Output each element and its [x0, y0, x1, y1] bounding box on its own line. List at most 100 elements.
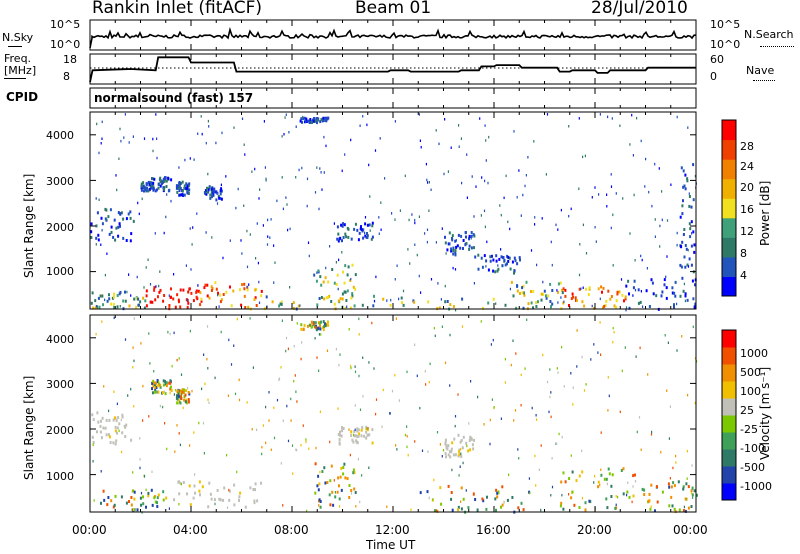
data-cell	[178, 193, 181, 197]
data-cell	[384, 177, 386, 180]
data-cell	[233, 126, 235, 129]
data-cell	[273, 281, 275, 284]
data-cell	[300, 357, 302, 361]
data-cell	[572, 386, 574, 389]
data-cell	[508, 473, 510, 476]
data-cell	[99, 424, 102, 428]
data-cell	[450, 491, 453, 494]
data-cell	[262, 224, 264, 227]
data-cell	[693, 305, 696, 309]
data-cell	[100, 216, 103, 220]
data-cell	[490, 343, 492, 346]
data-cell	[605, 497, 608, 501]
data-cell	[206, 325, 209, 328]
data-cell	[505, 174, 507, 178]
data-cell	[451, 237, 453, 240]
data-cell	[428, 380, 430, 384]
data-cell	[559, 281, 562, 285]
data-cell	[295, 390, 297, 393]
data-cell	[129, 239, 132, 243]
data-cell	[677, 480, 680, 484]
data-cell	[260, 289, 263, 293]
power-cbar-tick-16: 16	[740, 203, 754, 216]
data-cell	[300, 327, 303, 331]
data-cell	[534, 216, 536, 219]
data-cell	[317, 269, 320, 273]
cpid-value: normalsound (fast) 157	[94, 91, 254, 105]
data-cell	[379, 137, 381, 140]
data-cell	[118, 292, 121, 296]
data-cell	[600, 285, 603, 289]
data-cell	[430, 278, 433, 281]
power-colorbar	[721, 119, 737, 297]
data-cell	[263, 120, 265, 123]
data-cell	[101, 137, 103, 140]
data-cell	[222, 498, 224, 502]
data-cell	[401, 301, 403, 305]
data-cell	[685, 482, 688, 486]
data-cell	[590, 358, 592, 361]
data-cell	[127, 212, 130, 216]
data-cell	[527, 302, 530, 306]
data-cell	[470, 237, 472, 240]
data-cell	[142, 181, 145, 185]
data-cell	[270, 218, 272, 221]
data-cell	[156, 156, 158, 160]
data-cell	[165, 185, 168, 188]
data-cell	[274, 261, 276, 264]
data-cell	[692, 496, 694, 499]
data-cell	[477, 395, 479, 399]
data-cell	[136, 275, 138, 279]
data-cell	[683, 505, 685, 509]
data-cell	[483, 209, 486, 213]
data-cell	[198, 480, 201, 484]
colorbar-swatch	[722, 120, 736, 141]
data-cell	[687, 248, 689, 252]
data-cell	[194, 491, 197, 495]
data-cell	[484, 179, 486, 183]
data-cell	[95, 236, 98, 240]
data-cell	[500, 255, 503, 259]
data-cell	[195, 295, 198, 299]
data-cell	[683, 282, 685, 286]
data-cell	[221, 131, 223, 135]
data-cell	[124, 338, 127, 341]
data-cell	[246, 229, 248, 233]
data-cell	[605, 477, 608, 481]
data-cell	[114, 429, 117, 433]
data-cell	[354, 428, 356, 432]
data-cell	[451, 508, 454, 512]
data-cell	[220, 298, 223, 302]
data-cell	[156, 379, 159, 382]
data-cell	[341, 297, 344, 301]
data-cell	[176, 293, 179, 297]
data-cell	[155, 188, 158, 192]
data-cell	[228, 489, 231, 493]
data-cell	[251, 428, 253, 431]
data-cell	[154, 388, 157, 392]
data-cell	[406, 370, 408, 374]
data-cell	[114, 425, 117, 429]
nave-label: Nave	[746, 64, 775, 77]
data-cell	[620, 469, 623, 472]
data-cell	[525, 280, 528, 284]
data-cell	[692, 325, 694, 329]
data-cell	[131, 489, 134, 493]
data-cell	[355, 434, 358, 438]
data-cell	[187, 400, 190, 404]
data-cell	[371, 441, 374, 445]
data-cell	[116, 188, 118, 192]
data-cell	[142, 502, 145, 506]
data-cell	[370, 237, 373, 241]
data-cell	[651, 281, 654, 285]
data-cell	[325, 119, 328, 123]
data-cell	[488, 135, 490, 139]
data-cell	[323, 171, 325, 174]
data-cell	[165, 384, 168, 388]
data-cell	[185, 264, 187, 267]
data-cell	[352, 285, 355, 289]
data-cell	[308, 447, 310, 450]
data-cell	[233, 344, 235, 347]
data-cell	[495, 508, 497, 512]
data-cell	[628, 306, 631, 310]
